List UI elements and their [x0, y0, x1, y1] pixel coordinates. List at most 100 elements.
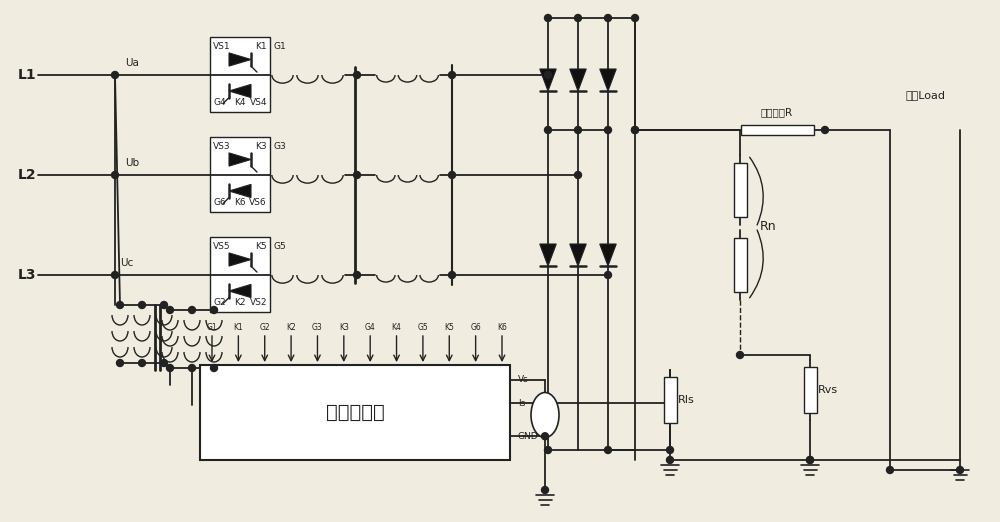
Text: G4: G4 [365, 323, 376, 331]
Circle shape [806, 457, 814, 464]
Circle shape [604, 126, 612, 134]
Text: K4: K4 [234, 98, 246, 107]
Polygon shape [570, 69, 586, 91]
Circle shape [822, 126, 828, 134]
Circle shape [210, 364, 218, 372]
Circle shape [354, 271, 360, 279]
Circle shape [604, 446, 612, 454]
Text: Uc: Uc [120, 258, 133, 268]
Text: K6: K6 [234, 198, 246, 207]
Circle shape [544, 446, 552, 454]
Circle shape [666, 457, 674, 464]
Text: 负载Load: 负载Load [905, 90, 945, 100]
Bar [664, 377, 676, 423]
Circle shape [956, 467, 964, 473]
Text: K2: K2 [286, 323, 296, 331]
Text: G1: G1 [274, 42, 287, 51]
Text: K1: K1 [255, 42, 267, 51]
Text: VS3: VS3 [213, 142, 231, 151]
Circle shape [354, 72, 360, 78]
Polygon shape [229, 153, 251, 166]
Circle shape [188, 364, 196, 372]
Circle shape [188, 306, 196, 314]
Text: K4: K4 [392, 323, 401, 331]
Text: L2: L2 [18, 168, 37, 182]
Text: K6: K6 [497, 323, 507, 331]
Text: VS4: VS4 [250, 98, 267, 107]
Circle shape [574, 126, 582, 134]
Text: 阻尼电阻R: 阻尼电阻R [761, 107, 793, 117]
Text: VS5: VS5 [213, 242, 231, 251]
Text: RIs: RIs [678, 395, 695, 405]
Polygon shape [229, 184, 251, 198]
Circle shape [448, 271, 456, 279]
Text: 微机控制器: 微机控制器 [326, 402, 384, 421]
Circle shape [544, 72, 552, 78]
Text: Ua: Ua [125, 58, 139, 68]
Circle shape [632, 126, 639, 134]
Circle shape [574, 15, 582, 21]
Text: K1: K1 [233, 323, 243, 331]
Polygon shape [600, 244, 616, 266]
Bar [734, 239, 746, 292]
Polygon shape [229, 284, 251, 298]
Text: G4: G4 [213, 98, 226, 107]
Text: Rn: Rn [760, 220, 777, 233]
Circle shape [138, 302, 146, 309]
Circle shape [354, 172, 360, 179]
Bar [734, 163, 746, 217]
Circle shape [166, 364, 174, 372]
Circle shape [806, 457, 814, 464]
Circle shape [160, 360, 168, 366]
Circle shape [112, 271, 119, 279]
Bar [741, 125, 814, 135]
Circle shape [116, 302, 124, 309]
Circle shape [887, 467, 894, 473]
Circle shape [544, 126, 552, 134]
Text: VS2: VS2 [250, 298, 267, 307]
Circle shape [166, 306, 174, 314]
Circle shape [210, 306, 218, 314]
Text: Ub: Ub [125, 158, 139, 168]
Text: K3: K3 [339, 323, 349, 331]
Circle shape [632, 15, 639, 21]
Text: G5: G5 [274, 242, 287, 251]
Circle shape [116, 360, 124, 366]
Circle shape [112, 72, 119, 78]
Bar [210, 137, 270, 212]
Text: L1: L1 [18, 68, 37, 82]
Text: VS1: VS1 [213, 42, 231, 51]
Polygon shape [600, 69, 616, 91]
Text: G5: G5 [418, 323, 428, 331]
Circle shape [448, 172, 456, 179]
Text: VS6: VS6 [249, 198, 267, 207]
Circle shape [448, 72, 456, 78]
Circle shape [666, 446, 674, 454]
Text: K3: K3 [255, 142, 267, 151]
Circle shape [542, 433, 548, 440]
Text: G3: G3 [312, 323, 323, 331]
Text: Rvs: Rvs [818, 385, 838, 395]
Polygon shape [540, 244, 556, 266]
Text: K2: K2 [234, 298, 246, 307]
Circle shape [542, 487, 548, 493]
Text: L3: L3 [18, 268, 36, 282]
Circle shape [112, 172, 119, 179]
Text: Is: Is [518, 398, 525, 408]
Polygon shape [540, 69, 556, 91]
Polygon shape [570, 244, 586, 266]
Text: G3: G3 [274, 142, 287, 151]
Bar [804, 367, 816, 413]
Text: G6: G6 [470, 323, 481, 331]
Text: G1: G1 [207, 323, 217, 331]
Polygon shape [229, 85, 251, 98]
Circle shape [138, 360, 146, 366]
Text: K5: K5 [444, 323, 454, 331]
Circle shape [604, 15, 612, 21]
Polygon shape [229, 53, 251, 66]
Text: Vs: Vs [518, 375, 529, 385]
Text: K5: K5 [255, 242, 267, 251]
Ellipse shape [531, 393, 559, 437]
Bar [210, 237, 270, 312]
Bar [200, 365, 510, 460]
